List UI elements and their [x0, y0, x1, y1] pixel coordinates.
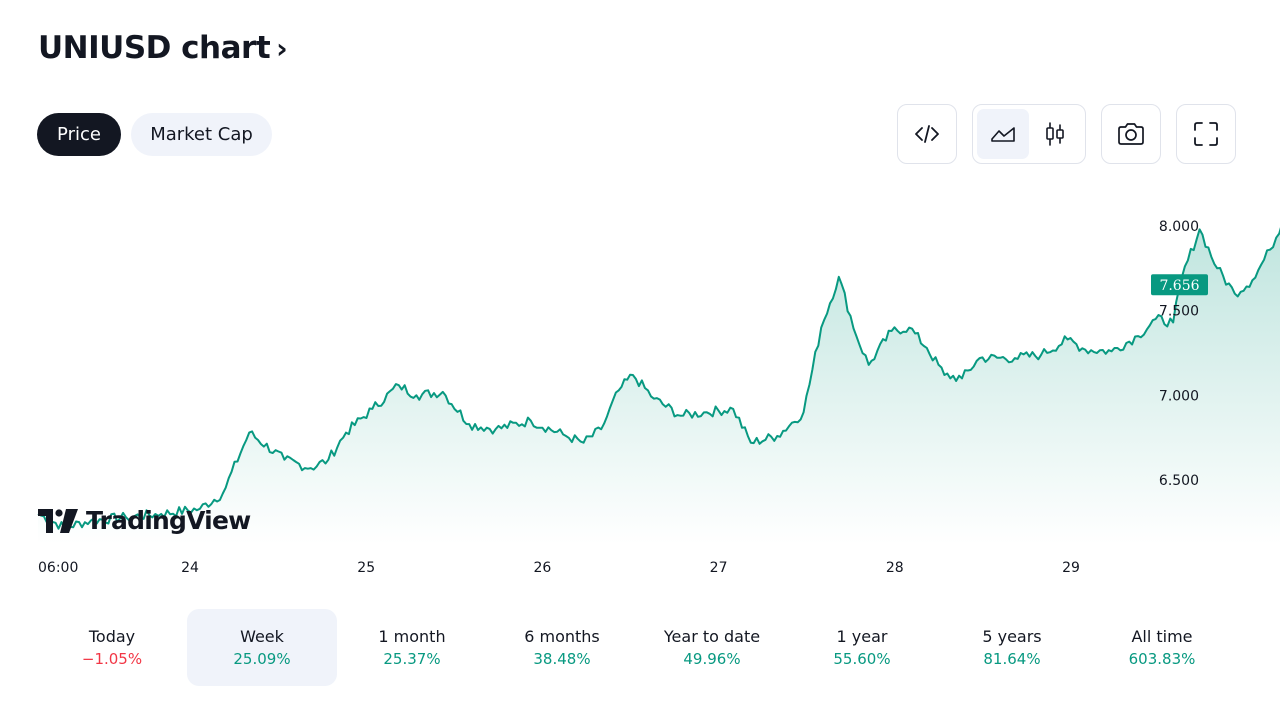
period-label: 6 months: [524, 627, 600, 646]
period-today[interactable]: Today −1.05%: [37, 609, 187, 686]
period-label: Year to date: [663, 627, 761, 646]
price-chart[interactable]: 8.000 7.500 7.000 6.500 06:00 24 25 26 27 28 29 7…: [0, 170, 1280, 590]
price-line: [37, 227, 1280, 530]
x-tick-label: 28: [886, 560, 904, 576]
period-performance-bar: Today −1.05% Week 25.09% 1 month 25.37% …: [37, 609, 1237, 686]
tab-price[interactable]: Price: [37, 113, 121, 156]
x-tick-label: 26: [533, 560, 551, 576]
page-title-text: UNIUSD chart: [38, 30, 271, 66]
candlestick-icon: [1046, 122, 1064, 146]
period-change: 49.96%: [683, 650, 741, 668]
x-tick-label: 27: [710, 560, 728, 576]
tab-market-cap[interactable]: Market Cap: [131, 113, 272, 156]
screenshot-button[interactable]: [1101, 104, 1161, 164]
tradingview-logo-text: TradingView: [86, 506, 251, 535]
period-label: Today: [88, 627, 136, 646]
embed-button[interactable]: [897, 104, 957, 164]
period-label: 1 month: [378, 627, 446, 646]
period-change: 38.48%: [533, 650, 591, 668]
period-year-to-date[interactable]: Year to date 49.96%: [637, 609, 787, 686]
tradingview-logo[interactable]: TradingView: [38, 506, 251, 535]
chart-style-group: [972, 104, 1086, 164]
x-tick-label: 25: [357, 560, 375, 576]
period-change: 81.64%: [983, 650, 1041, 668]
period-1-year[interactable]: 1 year 55.60%: [787, 609, 937, 686]
last-price-label: 7.656: [1159, 278, 1199, 294]
period-label: 5 years: [982, 627, 1042, 646]
y-tick-label: 6.500: [1159, 473, 1199, 489]
period-6-months[interactable]: 6 months 38.48%: [487, 609, 637, 686]
area-style-button[interactable]: [977, 109, 1029, 159]
code-icon: [915, 125, 939, 143]
page-title[interactable]: UNIUSD chart ›: [38, 30, 288, 66]
period-label: Week: [240, 627, 284, 646]
period-5-years[interactable]: 5 years 81.64%: [937, 609, 1087, 686]
period-1-month[interactable]: 1 month 25.37%: [337, 609, 487, 686]
camera-icon: [1118, 123, 1144, 145]
period-change: 25.37%: [383, 650, 441, 668]
y-tick-label: 7.500: [1159, 304, 1199, 320]
period-change: 25.09%: [233, 650, 291, 668]
period-change: 603.83%: [1128, 650, 1196, 668]
last-price-badge: [1151, 274, 1208, 296]
y-tick-label: 7.000: [1159, 388, 1199, 404]
price-area-fill: [38, 229, 1280, 545]
x-tick-label: 24: [181, 560, 199, 576]
tab-price-label: Price: [57, 124, 101, 145]
period-label: 1 year: [836, 627, 888, 646]
period-label: All time: [1131, 627, 1193, 646]
tab-market-cap-label: Market Cap: [150, 124, 253, 145]
candles-style-button[interactable]: [1029, 109, 1081, 159]
chevron-right-icon: ›: [276, 31, 288, 65]
fullscreen-button[interactable]: [1176, 104, 1236, 164]
period-change: 55.60%: [833, 650, 891, 668]
period-all-time[interactable]: All time 603.83%: [1087, 609, 1237, 686]
y-tick-label: 8.000: [1159, 219, 1199, 235]
period-week[interactable]: Week 25.09%: [187, 609, 337, 686]
tradingview-logo-icon: [38, 508, 78, 533]
period-change: −1.05%: [81, 650, 143, 668]
x-tick-label: 29: [1062, 560, 1080, 576]
x-tick-label: 06:00: [38, 560, 78, 576]
fullscreen-icon: [1194, 122, 1218, 146]
area-chart-icon: [991, 127, 1015, 142]
